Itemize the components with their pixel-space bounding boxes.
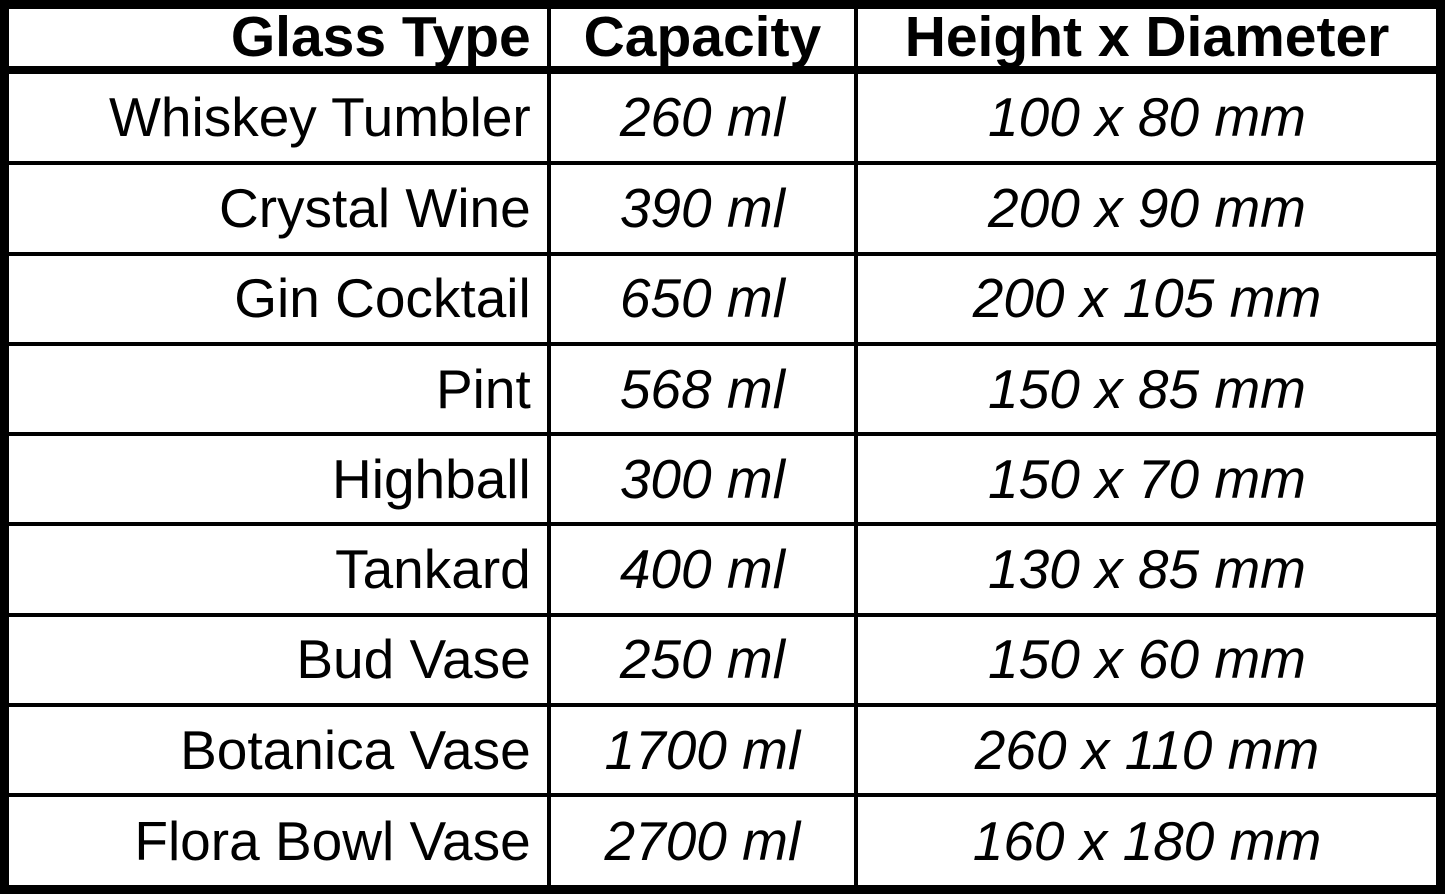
cell-capacity: 2700 ml	[546, 793, 859, 892]
cell-dimensions: 160 x 180 mm	[854, 793, 1443, 892]
cell-capacity: 250 ml	[546, 612, 859, 708]
table-row: Highball 300 ml 150 x 70 mm	[2, 432, 1443, 527]
cell-capacity: 650 ml	[546, 251, 859, 346]
cell-dimensions: 150 x 85 mm	[854, 341, 1443, 437]
cell-glass-type: Botanica Vase	[2, 703, 551, 798]
cell-glass-type: Flora Bowl Vase	[2, 793, 551, 892]
cell-dimensions: 200 x 90 mm	[854, 161, 1443, 256]
cell-dimensions: 100 x 80 mm	[854, 67, 1443, 166]
column-header-glass-type: Glass Type	[2, 2, 551, 74]
column-header-height-diameter: Height x Diameter	[854, 2, 1443, 74]
cell-dimensions: 130 x 85 mm	[854, 522, 1443, 617]
cell-capacity: 390 ml	[546, 161, 859, 256]
cell-glass-type: Crystal Wine	[2, 161, 551, 256]
column-header-capacity: Capacity	[546, 2, 859, 74]
table-row: Tankard 400 ml 130 x 85 mm	[2, 522, 1443, 617]
table-header-row: Glass Type Capacity Height x Diameter	[2, 2, 1443, 74]
cell-dimensions: 260 x 110 mm	[854, 703, 1443, 798]
table-row: Bud Vase 250 ml 150 x 60 mm	[2, 612, 1443, 708]
cell-glass-type: Tankard	[2, 522, 551, 617]
cell-capacity: 260 ml	[546, 67, 859, 166]
cell-capacity: 300 ml	[546, 432, 859, 527]
cell-glass-type: Bud Vase	[2, 612, 551, 708]
cell-dimensions: 150 x 70 mm	[854, 432, 1443, 527]
table-row: Botanica Vase 1700 ml 260 x 110 mm	[2, 703, 1443, 798]
cell-glass-type: Pint	[2, 341, 551, 437]
cell-capacity: 568 ml	[546, 341, 859, 437]
cell-capacity: 1700 ml	[546, 703, 859, 798]
cell-capacity: 400 ml	[546, 522, 859, 617]
table-row: Crystal Wine 390 ml 200 x 90 mm	[2, 161, 1443, 256]
table-row: Whiskey Tumbler 260 ml 100 x 80 mm	[2, 67, 1443, 166]
cell-dimensions: 200 x 105 mm	[854, 251, 1443, 346]
cell-glass-type: Gin Cocktail	[2, 251, 551, 346]
table-row: Gin Cocktail 650 ml 200 x 105 mm	[2, 251, 1443, 346]
table-row: Pint 568 ml 150 x 85 mm	[2, 341, 1443, 437]
cell-dimensions: 150 x 60 mm	[854, 612, 1443, 708]
table-row: Flora Bowl Vase 2700 ml 160 x 180 mm	[2, 793, 1443, 892]
cell-glass-type: Highball	[2, 432, 551, 527]
cell-glass-type: Whiskey Tumbler	[2, 67, 551, 166]
